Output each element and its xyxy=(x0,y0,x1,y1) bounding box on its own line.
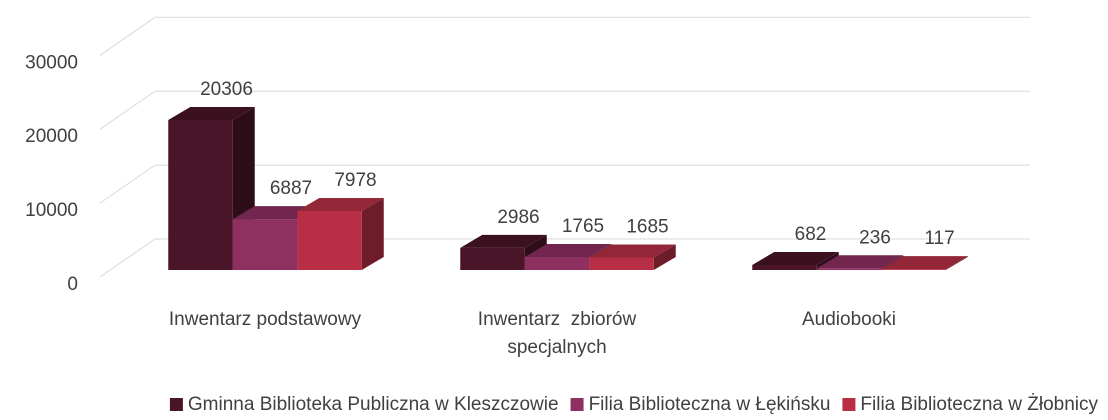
bar-front xyxy=(460,247,525,270)
value-label: 682 xyxy=(795,224,827,245)
legend-label: Gminna Biblioteka Publiczna w Kleszczowi… xyxy=(188,394,559,415)
grid-line xyxy=(99,90,1030,130)
x-tick-label: Audiobooki xyxy=(801,309,897,330)
bar-side xyxy=(945,256,968,270)
bar xyxy=(168,106,255,270)
grid-line xyxy=(99,16,1030,56)
legend-swatch xyxy=(842,398,856,411)
grid-line xyxy=(99,164,1030,204)
bar-side xyxy=(653,244,676,270)
value-label: 6887 xyxy=(270,178,312,199)
bar-top xyxy=(752,251,839,265)
bar-front xyxy=(816,268,882,270)
value-label: 117 xyxy=(924,228,954,249)
value-label: 2986 xyxy=(497,207,539,228)
value-label: 1765 xyxy=(562,216,604,237)
legend-swatch xyxy=(169,398,183,411)
bar-front xyxy=(589,257,654,270)
grid-line xyxy=(99,238,1030,278)
bar-top xyxy=(881,256,968,270)
y-tick-label: 10000 xyxy=(25,200,78,221)
bar-top xyxy=(589,244,676,258)
value-label: 7978 xyxy=(334,170,376,191)
bar xyxy=(297,198,384,270)
bar xyxy=(589,244,676,270)
bar-top xyxy=(816,255,904,269)
x-tick-label: Inwentarz zbiorów specjalnych xyxy=(477,309,642,358)
bar xyxy=(524,243,612,270)
bar-front xyxy=(752,264,817,270)
bar-front xyxy=(168,119,233,270)
bar-front xyxy=(881,269,946,270)
y-tick-label: 20000 xyxy=(25,126,78,147)
legend-label: Filia Biblioteczna w Łękińsku xyxy=(589,394,831,415)
bar-top xyxy=(297,198,384,212)
bar-front xyxy=(232,219,298,270)
bar-top xyxy=(524,243,612,257)
legend-swatch xyxy=(570,398,584,411)
bar-front xyxy=(524,256,590,270)
bar-front xyxy=(297,211,362,270)
bar-top xyxy=(168,106,255,120)
value-label: 20306 xyxy=(200,79,253,100)
legend-label: Filia Biblioteczna w Żłobnicy xyxy=(860,394,1098,415)
bar xyxy=(881,256,968,270)
x-tick-label: Inwentarz podstawowy xyxy=(168,309,362,330)
value-label: 1685 xyxy=(626,217,668,238)
bar-side xyxy=(361,198,384,270)
y-tick-label: 30000 xyxy=(25,52,78,73)
y-tick-label: 0 xyxy=(67,274,78,295)
bar-top xyxy=(460,234,547,248)
value-label: 236 xyxy=(859,227,891,248)
